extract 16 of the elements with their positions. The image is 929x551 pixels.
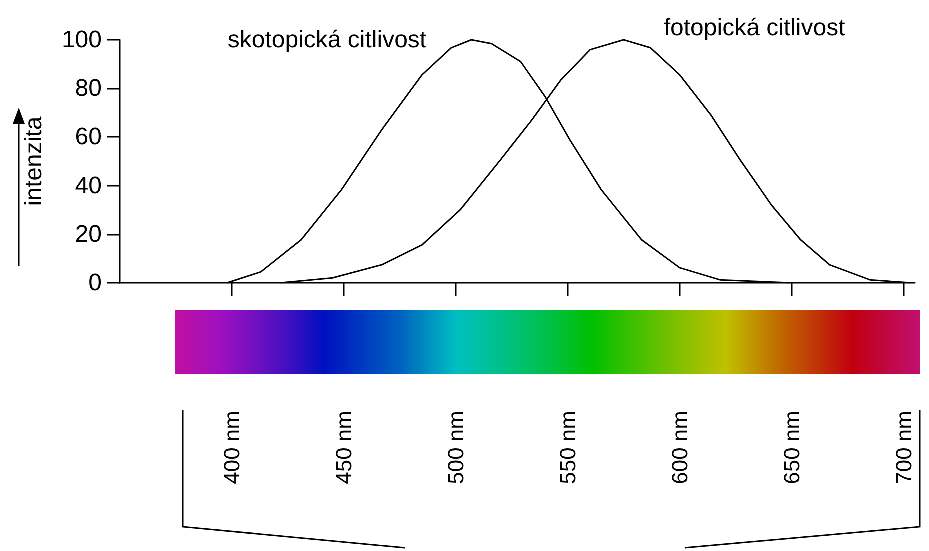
x-tick-label: 600 nm — [667, 411, 692, 484]
y-tick-label: 100 — [62, 26, 102, 54]
x-tick-label: 650 nm — [779, 411, 804, 484]
y-tick-label: 60 — [75, 124, 102, 151]
x-tick-label: 550 nm — [555, 411, 580, 484]
y-axis-title: intenzita — [20, 116, 48, 206]
x-tick-label: 450 nm — [331, 411, 356, 484]
series-label: fotopická citlivost — [664, 14, 846, 42]
x-tick-label: 700 nm — [891, 411, 916, 484]
series-label: skotopická citlivost — [228, 26, 427, 54]
y-tick-label: 20 — [75, 220, 102, 248]
y-tick-label: 80 — [75, 75, 102, 102]
x-tick-label: 400 nm — [219, 411, 244, 484]
y-tick-label: 0 — [88, 270, 102, 296]
x-tick-label: 500 nm — [443, 411, 468, 484]
y-tick-label: 40 — [75, 172, 102, 200]
